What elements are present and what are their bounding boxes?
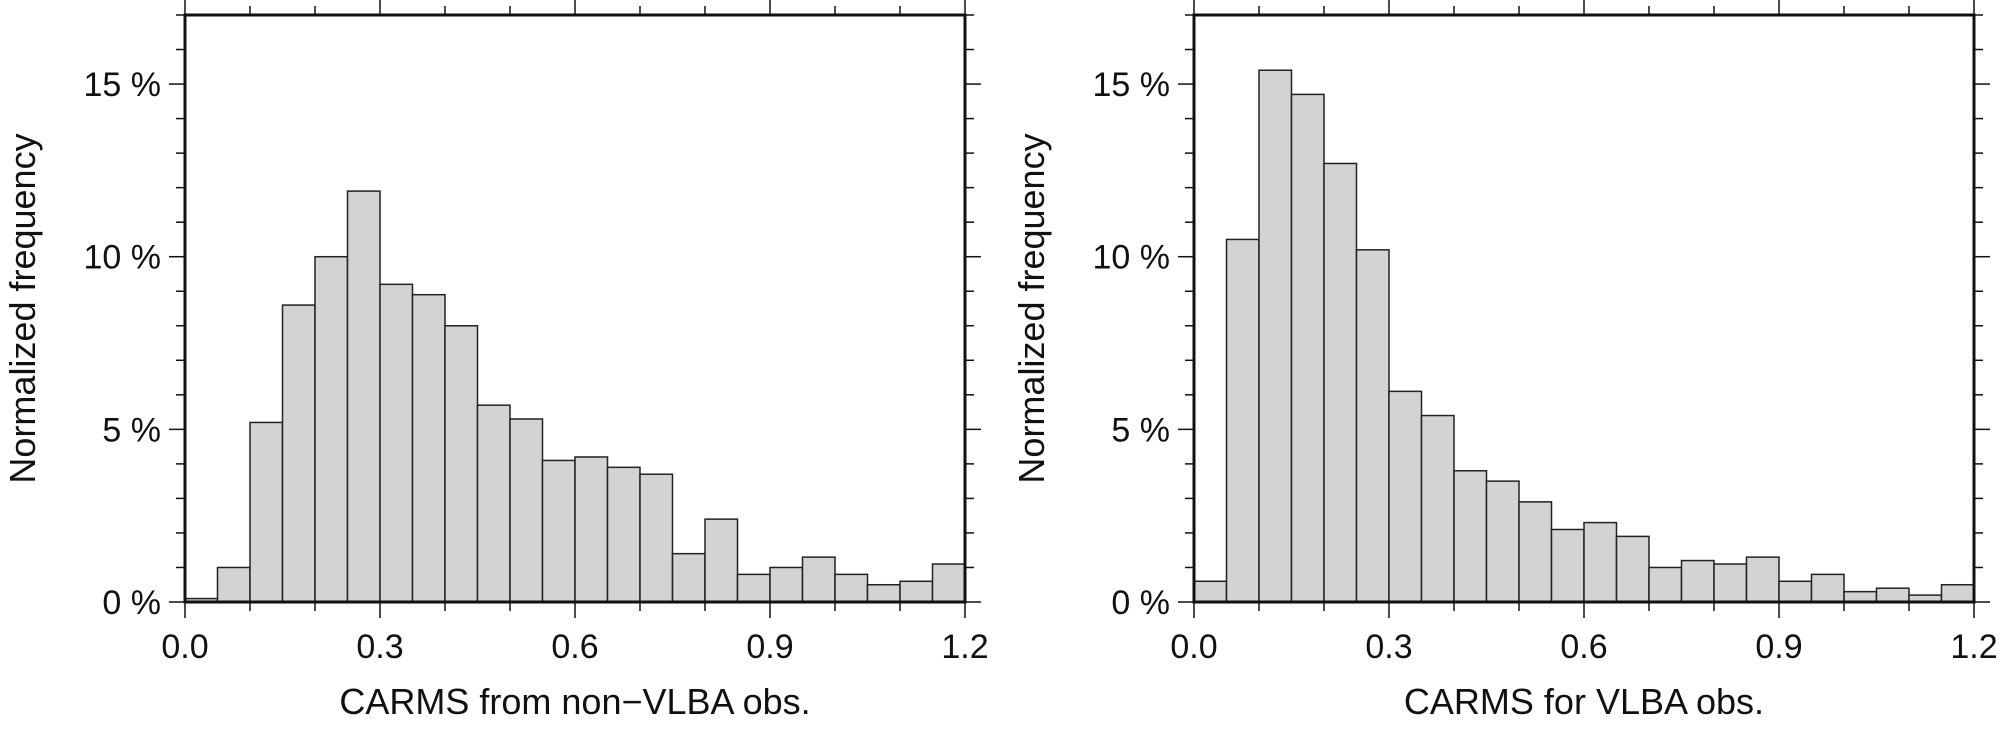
- x-tick-label: 0.6: [551, 628, 598, 666]
- x-tick-label: 0.6: [1560, 628, 1607, 666]
- histogram-bar: [1518, 501, 1553, 603]
- histogram-panel-vlba: 0.0 0.3 0.6 0.9 1.2 0 % 5 % 10 % 15 % CARMS for V…: [1011, 0, 1998, 722]
- histogram-bar: [476, 404, 511, 603]
- histogram-bar: [1615, 535, 1650, 603]
- histogram-bar: [574, 456, 609, 603]
- x-tick-label: 1.2: [1950, 628, 1997, 666]
- histogram-bar: [1843, 590, 1878, 603]
- histogram-bar: [769, 566, 804, 603]
- histogram-bar: [1940, 583, 1975, 603]
- plot-frame: [183, 13, 967, 604]
- histogram-bar: [1420, 414, 1455, 603]
- histogram-bar: [899, 580, 934, 603]
- y-axis-title: Normalized frequency: [2, 133, 43, 483]
- histogram-bar: [606, 466, 641, 603]
- y-tick-label: 0 %: [102, 584, 161, 622]
- histogram-bar: [509, 418, 544, 603]
- histogram-bar: [1388, 390, 1423, 603]
- y-tick-label: 5 %: [102, 411, 161, 449]
- histogram-bar: [281, 304, 316, 603]
- histogram-bar: [1193, 580, 1228, 603]
- histogram-bar: [671, 552, 706, 603]
- y-tick-label: 10 %: [1093, 239, 1171, 277]
- histogram-bar: [834, 573, 869, 603]
- plot-frame: [1192, 13, 1976, 604]
- histogram-bar: [1290, 93, 1325, 603]
- histogram-bar: [1875, 587, 1910, 603]
- histogram-bar: [931, 563, 966, 603]
- histogram-bar: [1778, 580, 1813, 603]
- histogram-bar: [639, 473, 674, 603]
- x-axis-title: CARMS for VLBA obs.: [1404, 681, 1764, 722]
- x-axis-title: CARMS from non−VLBA obs.: [339, 681, 810, 722]
- y-tick-label: 15 %: [1093, 66, 1171, 104]
- y-tick-label: 15 %: [84, 66, 162, 104]
- histogram-bar: [379, 283, 414, 603]
- histogram-bar: [1713, 563, 1748, 603]
- x-tick-label: 1.2: [941, 628, 988, 666]
- histogram-bar: [411, 293, 446, 603]
- histogram-bar: [346, 190, 381, 603]
- histogram-bar: [1355, 249, 1390, 603]
- histogram-bar: [736, 573, 771, 603]
- x-tick-label: 0.9: [746, 628, 793, 666]
- histogram-bar: [1550, 528, 1585, 603]
- histogram-bar: [444, 325, 479, 603]
- histogram-bar: [1323, 162, 1358, 603]
- histogram-bar: [1648, 566, 1683, 603]
- histogram-bar: [1453, 470, 1488, 603]
- histogram-bar: [1745, 556, 1780, 603]
- x-tick-label: 0.9: [1755, 628, 1802, 666]
- histogram-bar: [801, 556, 836, 603]
- histogram-bar: [1225, 238, 1260, 603]
- histogram-bar: [704, 518, 739, 603]
- histogram-bar: [866, 583, 901, 603]
- y-tick-label: 10 %: [84, 239, 162, 277]
- y-axis-title: Normalized frequency: [1011, 133, 1052, 483]
- x-tick-label: 0.0: [161, 628, 208, 666]
- histogram-bar: [314, 255, 349, 603]
- histogram-bar: [1258, 69, 1293, 603]
- histogram-bar: [1810, 573, 1845, 603]
- histogram-bar: [216, 566, 251, 603]
- y-tick-label: 0 %: [1111, 584, 1170, 622]
- histogram-bar: [1680, 559, 1715, 603]
- histogram-panel-non-vlba: 0.0 0.3 0.6 0.9 1.2 0 % 5 % 10 % 15 % CARMS from …: [2, 0, 989, 722]
- histogram-bar: [249, 421, 284, 603]
- x-tick-label: 0.3: [356, 628, 403, 666]
- histogram-bar: [1485, 480, 1520, 603]
- y-tick-label: 5 %: [1111, 411, 1170, 449]
- histogram-bar: [1583, 521, 1618, 603]
- histogram-bar: [541, 459, 576, 603]
- x-tick-label: 0.0: [1170, 628, 1217, 666]
- x-tick-label: 0.3: [1365, 628, 1412, 666]
